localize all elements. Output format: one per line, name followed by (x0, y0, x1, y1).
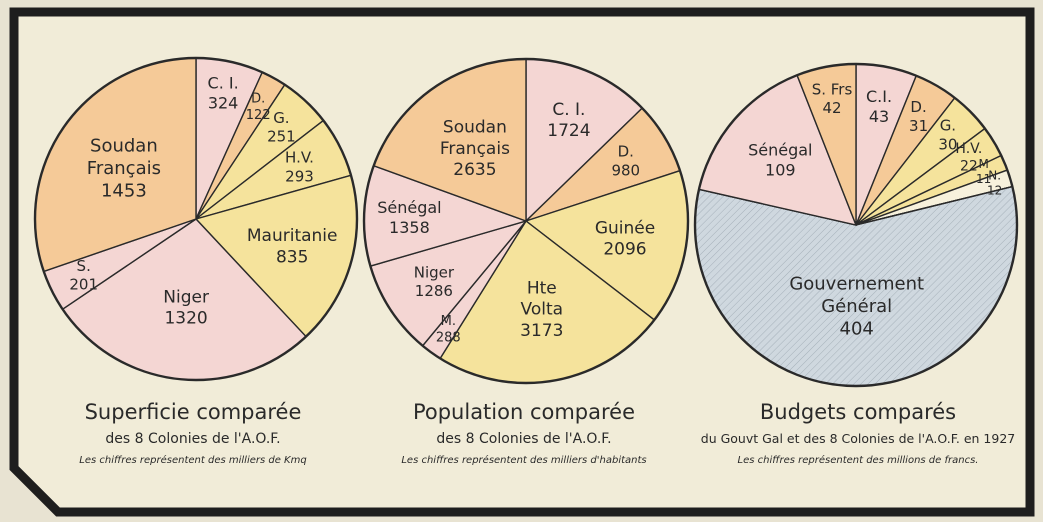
slice-label-h-v: H.V. 22 (955, 141, 982, 175)
chart-note: Les chiffres représentent des milliers d… (401, 454, 646, 466)
slice-label-soudan-francais: Soudan Français 2635 (440, 118, 510, 181)
pie-chart-population: C. I. 1724 D. 980 Guinée 2096 Hte Volta 3173 M. 28… (362, 57, 690, 385)
pie-outline (33, 56, 359, 382)
slice-label-g: G. 30 (938, 117, 957, 154)
slice-label-niger: Niger 1286 (414, 263, 455, 300)
slice-label-n: N. 12 (987, 169, 1002, 198)
pie-outline (362, 57, 690, 385)
slice-label-s: S. 201 (69, 257, 98, 294)
slice-label-h-v: H.V. 293 (285, 149, 314, 186)
chart-note: Les chiffres représentent des millions d… (738, 454, 979, 466)
caption-budgets: Budgets comparés du Gouvt Gal et des 8 C… (701, 400, 1015, 466)
slice-label-c-i: C. I. 324 (208, 74, 239, 113)
chart-title: Superficie comparée (85, 400, 302, 424)
slice-label-d: D. 122 (246, 92, 271, 123)
caption-population: Population comparée des 8 Colonies de l'… (401, 400, 646, 466)
slice-label-gouvernement-general: Gouvernement Général 404 (789, 273, 924, 339)
slice-label-mauritanie: Mauritanie 835 (247, 226, 338, 267)
slice-label-guinee: Guinée 2096 (595, 218, 655, 259)
caption-superficie: Superficie comparée des 8 Colonies de l'… (79, 400, 306, 466)
slice-label-g: G. 251 (267, 109, 296, 146)
slice-label-m: M. 288 (436, 314, 461, 345)
chart-subtitle: des 8 Colonies de l'A.O.F. (436, 431, 611, 447)
slice-label-senegal: Sénégal 109 (748, 141, 812, 180)
slice-label-c-i: C.I. 43 (866, 87, 892, 126)
chart-note: Les chiffres représentent des milliers d… (79, 454, 306, 466)
slice-label-senegal: Sénégal 1358 (377, 198, 441, 237)
slice-label-m: M 11 (976, 157, 991, 186)
slice-label-niger: Niger 1320 (163, 287, 209, 328)
pie-chart-superficie: C. I. 324 D. 122 G. 251 H.V. 293 Mauritanie 835 Ni… (33, 56, 359, 382)
slice-label-s-frs: S. Frs 42 (812, 80, 853, 117)
chart-subtitle: des 8 Colonies de l'A.O.F. (105, 431, 280, 447)
pie-chart-budgets: C.I. 43 D. 31 G. 30H.V. 22 M 11N. 12 Gouvernement G… (693, 62, 1019, 388)
chart-subtitle: du Gouvt Gal et des 8 Colonies de l'A.O.… (701, 431, 1015, 446)
slice-label-soudan-francais: Soudan Français 1453 (87, 135, 161, 201)
chart-title: Budgets comparés (760, 400, 956, 424)
slice-label-hte-volta: Hte Volta 3173 (520, 278, 563, 341)
pie-outline (693, 62, 1019, 388)
slice-label-d: D. 31 (909, 98, 928, 135)
slice-label-c-i: C. I. 1724 (547, 100, 590, 141)
slice-label-d: D. 980 (611, 143, 640, 180)
chart-title: Population comparée (413, 400, 635, 424)
